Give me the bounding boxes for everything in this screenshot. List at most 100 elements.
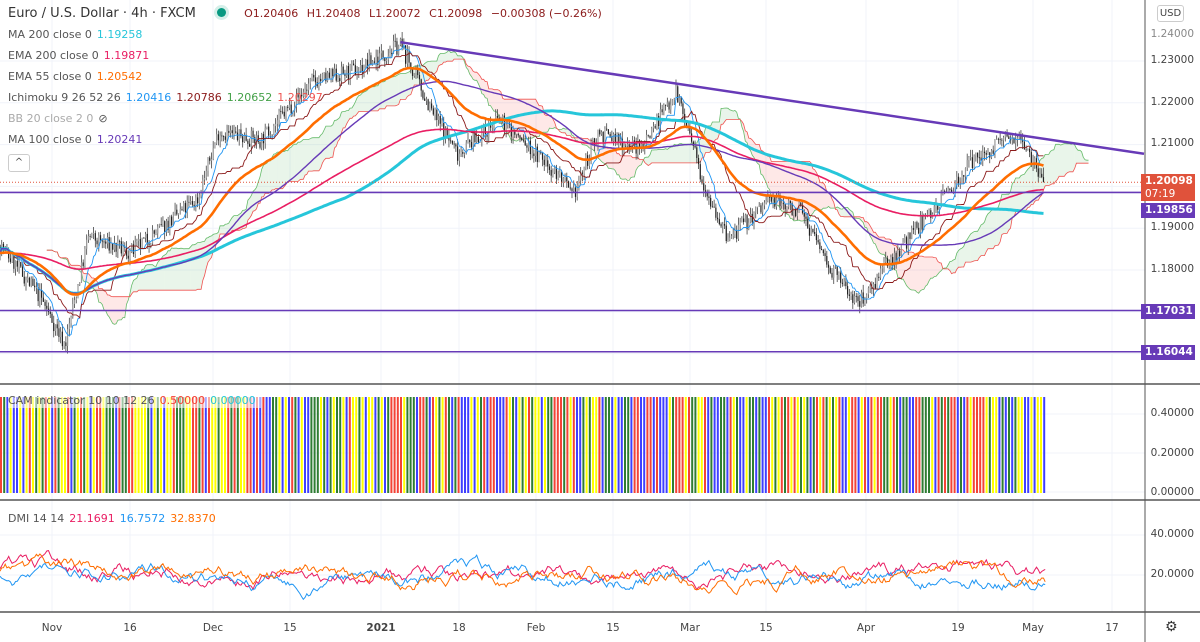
- cam-bar: [448, 397, 450, 493]
- candle-body: [827, 264, 830, 268]
- indicator-legend[interactable]: MA 100 close 0 1.20241: [8, 133, 147, 147]
- cam-bar: [220, 397, 223, 493]
- candle-body: [845, 281, 847, 287]
- candle-body: [756, 206, 759, 208]
- candle-body: [1003, 137, 1005, 141]
- currency-button[interactable]: USD: [1157, 5, 1184, 22]
- candle-body: [600, 131, 603, 135]
- candle-body: [857, 296, 859, 302]
- cam-bar: [476, 397, 479, 493]
- candle-body: [186, 201, 188, 213]
- cam-bar: [44, 397, 47, 493]
- candle-body: [571, 188, 573, 191]
- cloud-segment: [549, 115, 552, 129]
- cloud-segment: [396, 74, 399, 106]
- cam-bar: [480, 397, 482, 493]
- dmi-tick: 40.0000: [1150, 528, 1194, 540]
- candle-body: [900, 244, 902, 257]
- candle-body: [127, 255, 129, 259]
- cam-bar: [358, 397, 361, 493]
- indicator-legend[interactable]: MA 200 close 0 1.19258: [8, 28, 147, 42]
- cam-bar: [668, 397, 671, 493]
- cam-title[interactable]: CAM indicator 10 10 12 26: [8, 394, 155, 407]
- cam-bar: [361, 397, 364, 493]
- collapse-legend-button[interactable]: ^: [8, 154, 30, 172]
- candle-body: [540, 151, 542, 154]
- cloud-segment: [958, 248, 961, 268]
- candle-body: [450, 140, 452, 142]
- cloud-segment: [280, 151, 283, 189]
- candle-body: [455, 144, 457, 147]
- cloud-segment: [117, 296, 120, 321]
- cloud-segment: [499, 90, 501, 122]
- cam-bar: [451, 397, 454, 493]
- cloud-segment: [298, 142, 300, 182]
- cloud-segment: [149, 264, 151, 291]
- symbol-title[interactable]: Euro / U.S. Dollar · 4h · FXCM: [8, 6, 196, 21]
- candle-body: [124, 246, 126, 248]
- cam-bar: [150, 397, 153, 493]
- candle-body: [971, 157, 973, 169]
- candle-body: [535, 146, 537, 156]
- cam-bar: [60, 397, 63, 493]
- candle-body: [1023, 141, 1025, 150]
- candle-body: [652, 126, 655, 129]
- cloud-segment: [329, 126, 332, 159]
- cam-bar: [0, 397, 2, 493]
- candle-body: [406, 51, 408, 64]
- candle-body: [954, 184, 956, 192]
- indicator-legend[interactable]: EMA 55 close 0 1.20542: [8, 70, 147, 84]
- indicator-legend[interactable]: EMA 200 close 0 1.19871: [8, 49, 154, 63]
- candle-body: [184, 203, 187, 213]
- cam-bar: [611, 397, 614, 493]
- cloud-segment: [171, 247, 174, 291]
- cloud-segment: [526, 99, 529, 139]
- cloud-segment: [341, 111, 344, 133]
- hidden-eye-icon[interactable]: ⊘: [98, 112, 108, 125]
- cam-bar: [787, 397, 790, 493]
- candle-body: [87, 236, 89, 240]
- candle-body: [469, 140, 471, 143]
- cloud-segment: [173, 248, 176, 291]
- cam-bar: [41, 397, 44, 493]
- cloud-segment: [930, 256, 933, 279]
- cloud-segment: [443, 53, 446, 63]
- cloud-segment: [816, 172, 819, 210]
- cam-bar: [64, 397, 66, 493]
- candle-body: [429, 103, 431, 111]
- candle-body: [874, 283, 876, 289]
- cam-bar: [432, 397, 434, 493]
- candle-body: [892, 257, 894, 263]
- cloud-segment: [232, 215, 234, 231]
- dmi-title[interactable]: DMI 14 14: [8, 512, 65, 525]
- indicator-legend[interactable]: BB 20 close 2 0 ⊘: [8, 112, 113, 126]
- cloud-segment: [762, 151, 765, 179]
- candle-body: [531, 153, 533, 155]
- settings-gear-icon[interactable]: ⚙: [1165, 619, 1178, 635]
- candle-body: [42, 297, 44, 302]
- candle-body: [505, 125, 507, 132]
- cam-bar: [38, 397, 41, 493]
- candle-body: [656, 115, 658, 128]
- candle-body: [318, 78, 320, 87]
- cloud-segment: [776, 161, 779, 206]
- cloud-segment: [492, 88, 494, 112]
- time-tick: 15: [283, 622, 297, 634]
- cam-bar: [112, 397, 114, 493]
- candle-body: [578, 180, 580, 186]
- cam-bar: [947, 397, 950, 493]
- cloud-segment: [688, 144, 690, 163]
- cloud-segment: [615, 149, 618, 175]
- cloud-segment: [1000, 194, 1002, 242]
- cam-bar: [243, 397, 246, 493]
- cam-bar: [16, 397, 18, 493]
- trendline: [400, 40, 1145, 156]
- indicator-legend[interactable]: Ichimoku 9 26 52 26 1.20416 1.20786 1.20652…: [8, 91, 328, 105]
- candle-body: [136, 240, 138, 243]
- cloud-segment: [263, 164, 266, 197]
- candle-body: [70, 317, 72, 324]
- candle-body: [214, 143, 216, 149]
- candle-body: [68, 323, 70, 330]
- candle-body: [82, 262, 84, 267]
